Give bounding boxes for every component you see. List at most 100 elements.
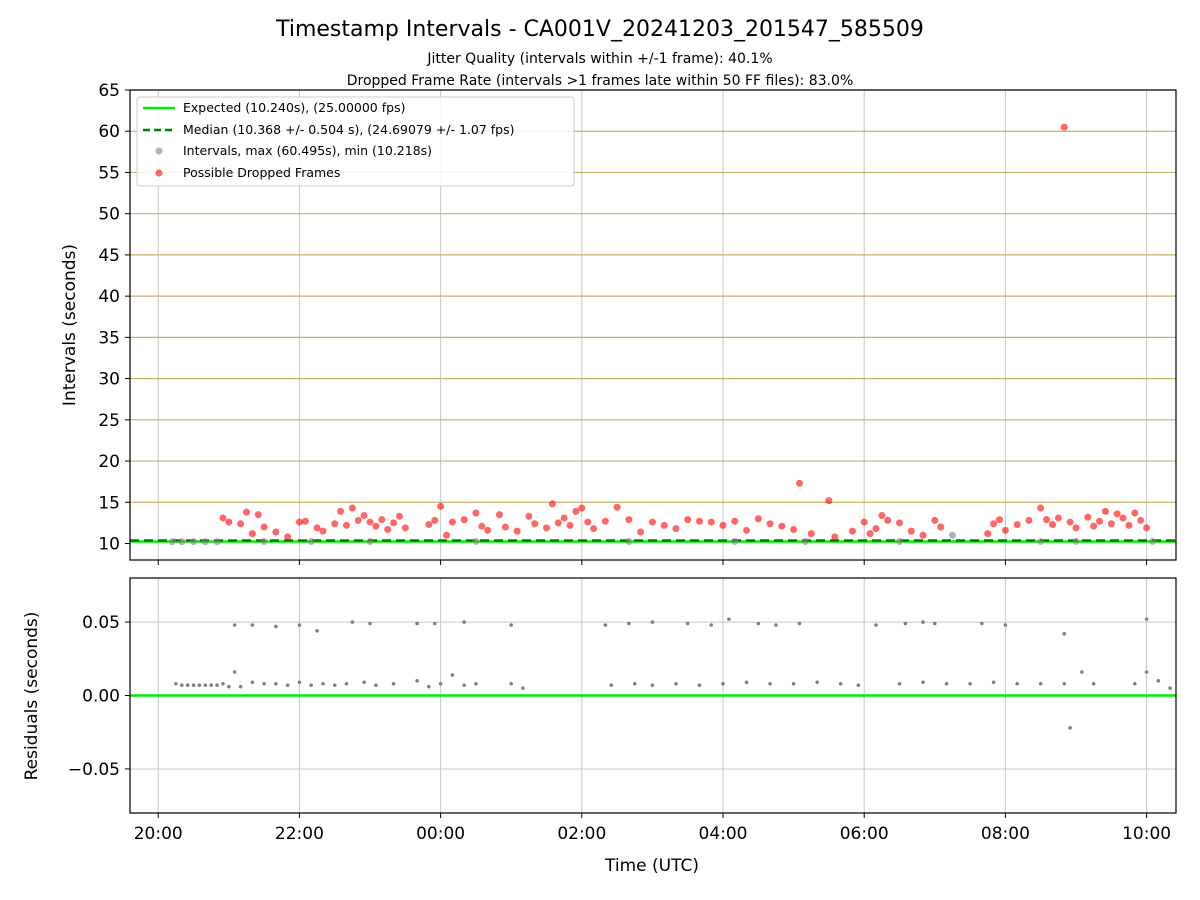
dropped-frame-point [237,520,245,528]
residual-point [521,686,525,690]
dropped-frame-point [601,517,609,525]
dropped-frame-point [531,520,539,528]
x-tick-label: 10:00 [1122,824,1171,844]
dropped-frame-point [460,516,468,524]
residual-point [768,681,772,686]
dropped-frame-point [219,514,227,522]
residuals-axes: −0.05 0.00 0.05 20:00 22:00 00:00 02:00 04:00 06… [68,577,1177,844]
interval-point [178,538,186,546]
dropped-frame-point [384,525,392,533]
dropped-frame-point [331,520,339,528]
dropped-frame-point [390,519,398,527]
x-tick-label: 02:00 [557,824,606,844]
residual-point [450,673,455,677]
dropped-frame-point [513,527,521,535]
dropped-frame-point [378,516,386,524]
residuals-frame [129,577,1177,814]
residuals-y-tick-label: 0.05 [82,613,120,633]
residual-point [350,620,355,624]
legend: Expected (10.240s), (25.00000 fps) Media… [136,96,575,187]
x-tick-label: 04:00 [699,824,748,844]
residual-point [1156,679,1161,683]
residual-point [174,681,178,686]
residual-point [297,623,302,627]
intervals-y-tick-label: 50 [98,205,120,225]
residual-point [1144,670,1149,674]
residual-point [179,683,184,688]
residual-point [921,680,925,685]
residual-point [674,681,678,686]
residual-point [250,680,255,685]
intervals-y-tick-label: 40 [98,287,120,307]
dropped-frame-point [766,520,774,528]
dropped-frame-point [443,531,451,539]
dropped-frame-point [907,527,915,535]
residual-point [232,670,237,674]
legend-box [136,96,575,187]
dropped-frame-point [284,533,292,541]
residual-point [1091,681,1096,686]
residual-point [509,623,514,627]
residual-point [1003,623,1008,627]
dropped-frame-point [525,512,533,520]
x-tick-label: 22:00 [275,824,324,844]
legend-dropped-label: Possible Dropped Frames [183,165,340,180]
dropped-frame-point [448,518,456,526]
dropped-frame-point [548,500,556,508]
residual-point [332,683,337,688]
dropped-frame-point [401,524,409,532]
residual-point [509,681,514,686]
legend-intervals-swatch [155,147,163,155]
dropped-frame-point [743,526,751,534]
dropped-frame-point [431,516,439,524]
residual-point [1133,681,1137,686]
dropped-frame-point [1013,521,1021,529]
dropped-frame-point [848,527,856,535]
dropped-frame-point [613,503,621,511]
dropped-frame-point [807,530,815,538]
dropped-frame-point [937,523,945,531]
dropped-frame-point [1066,518,1074,526]
dropped-frame-point [495,511,503,519]
residual-point [227,684,231,689]
dropped-frame-point [695,517,703,525]
dropped-frame-point [1048,521,1056,529]
dropped-frame-point [1060,123,1068,131]
residual-point [774,623,778,627]
interval-point [731,537,739,545]
residual-point [285,683,290,688]
legend-median-label: Median (10.368 +/- 0.504 s), (24.69079 +… [183,122,514,137]
dropped-frame-point [731,517,739,525]
interval-point [625,538,633,546]
intervals-reference-lines [130,539,1176,543]
dropped-frame-point [990,520,998,528]
residual-point [1068,726,1072,730]
dropped-frame-point [543,524,551,532]
dropped-frame-point [578,504,586,512]
residuals-y-tick-label: −0.05 [68,760,120,780]
dropped-frame-point [684,516,692,524]
dropped-frame-point [1054,514,1062,522]
dropped-frame-point [425,521,433,529]
dropped-frame-point [484,526,492,534]
residuals-panel: −0.05 0.00 0.05 20:00 22:00 00:00 02:00 04:00 06… [22,577,1177,876]
dropped-frame-point [719,521,727,529]
dropped-frame-point [795,479,803,487]
dropped-frame-point [866,530,874,538]
dropped-frame-point [366,518,374,526]
intervals-y-tick-label: 10 [98,535,120,555]
dropped-frame-point [1131,509,1139,517]
residual-point [209,683,213,688]
interval-point [948,531,956,539]
dropped-frame-point [501,523,509,531]
dropped-frame-point [778,522,786,530]
residual-point [991,680,996,685]
residual-point [368,621,372,626]
intervals-panel: 10 15 20 25 30 35 40 45 50 55 60 65 Intervals (seco… [60,81,1177,565]
residual-point [980,621,984,626]
dropped-frame-point [319,527,327,535]
residual-point [1062,632,1067,636]
dropped-frame-point [754,515,762,523]
intervals-y-tick-label: 25 [98,411,120,431]
